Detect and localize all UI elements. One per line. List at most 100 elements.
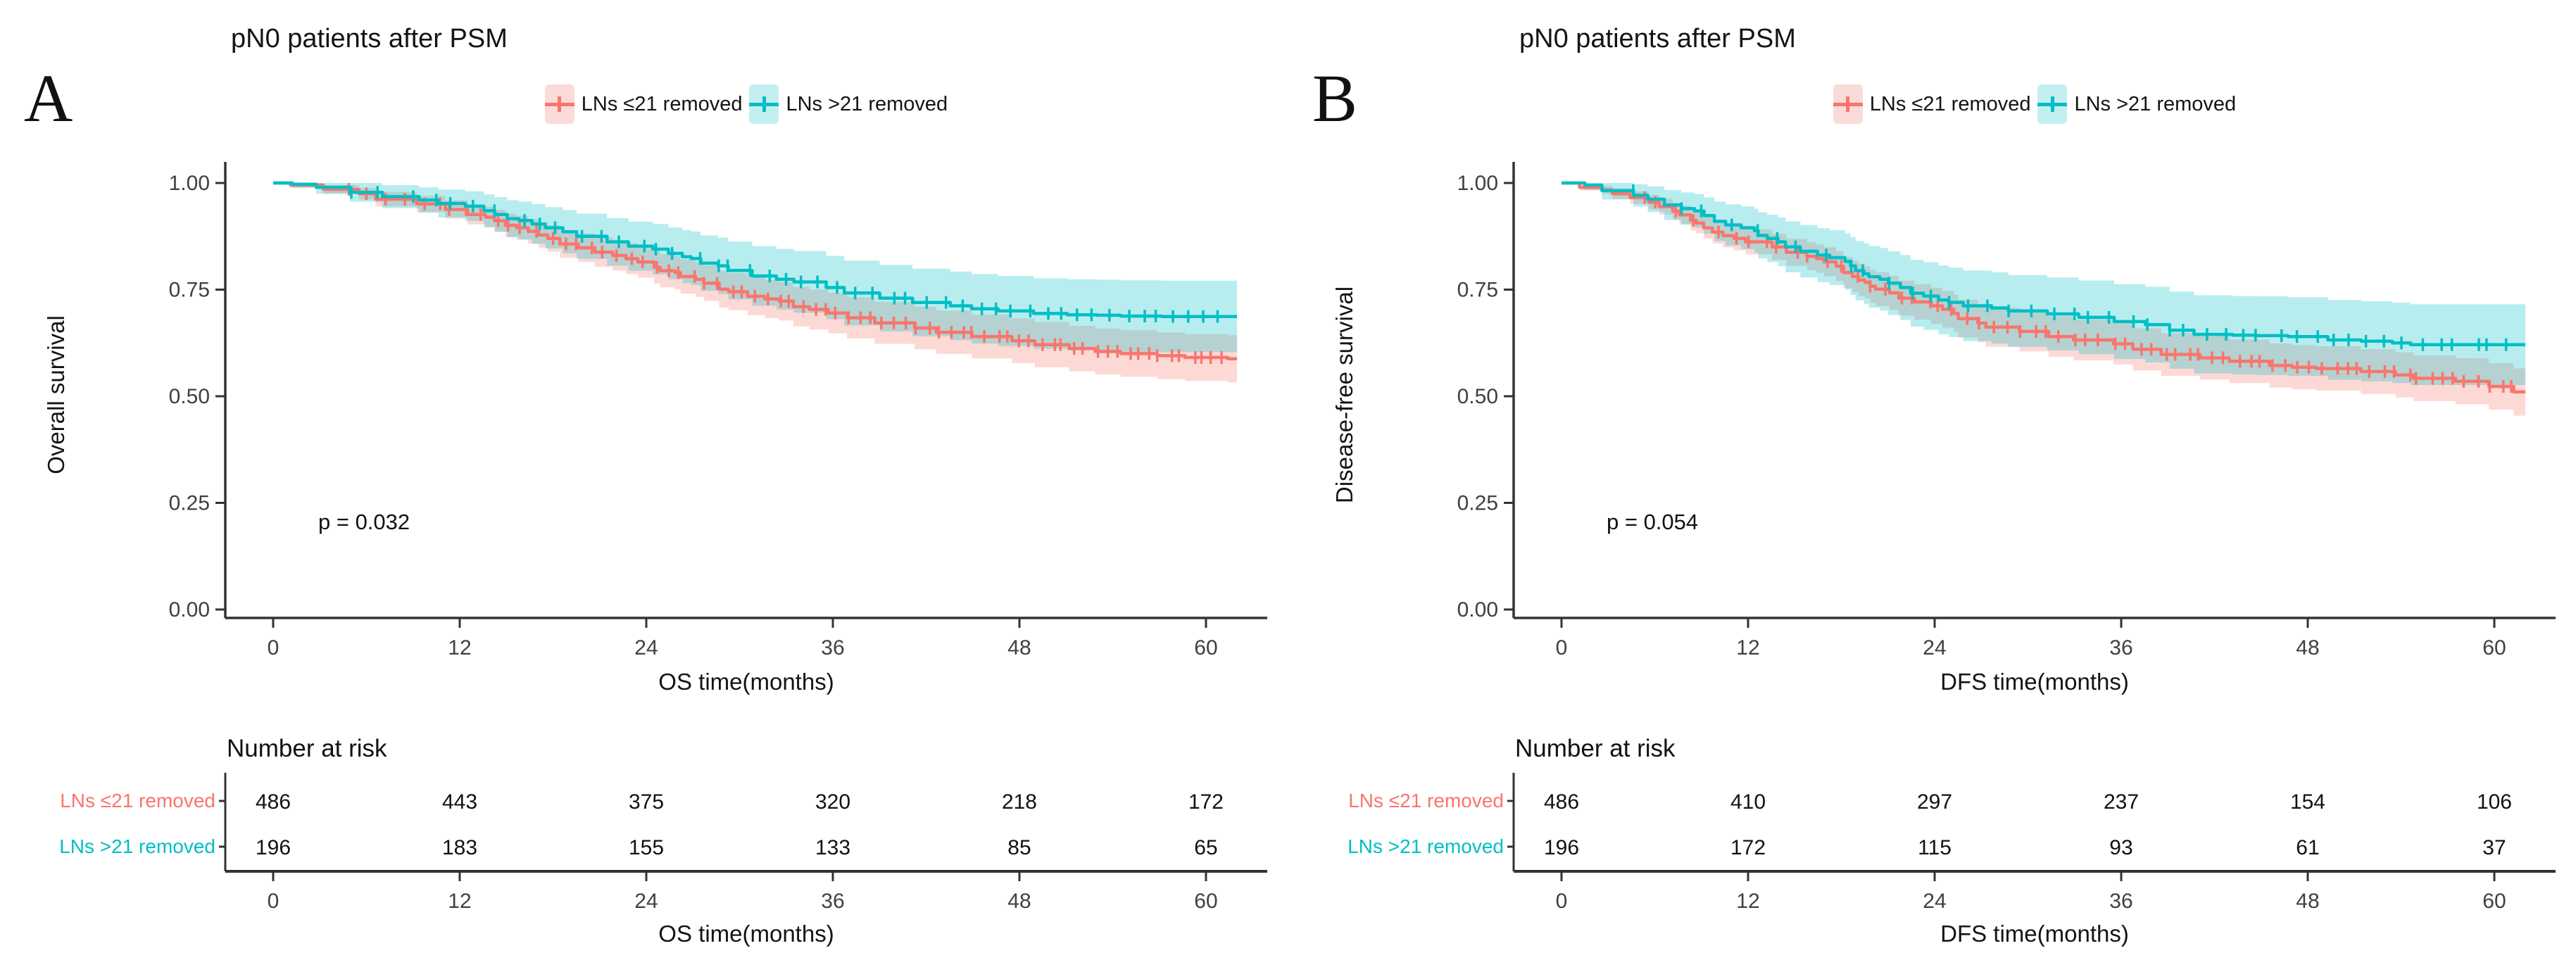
legend-label: LNs >21 removed [786,92,948,115]
legend-label: LNs ≤21 removed [1869,92,2031,115]
risk-table-x-tick-label: 48 [1007,890,1031,913]
risk-count: 486 [256,790,291,814]
x-tick-label: 0 [268,636,279,659]
x-tick-label: 36 [2109,636,2132,659]
x-tick-label: 48 [1007,636,1031,659]
legend-label: LNs >21 removed [2074,92,2237,115]
x-tick-label: 0 [1556,636,1568,659]
risk-count: 106 [2477,790,2512,814]
km-legend-key-teal-icon [749,84,779,124]
risk-table-x-tick-label: 12 [1736,890,1759,913]
risk-table-title: Number at risk [1515,735,1676,762]
legend: LNs ≤21 removed LNs >21 removed [1514,82,2556,127]
chart-title: pN0 patients after PSM [1519,24,1796,53]
panel-label-a: A [24,61,73,136]
legend: LNs ≤21 removed LNs >21 removed [225,82,1267,127]
y-tick-label: 0.25 [169,492,210,515]
risk-table-x-tick-label: 0 [268,890,279,913]
risk-count: 320 [815,790,850,814]
y-tick-label: 0.00 [1457,598,1498,621]
risk-count: 93 [2109,836,2132,859]
risk-count: 196 [1544,836,1579,859]
km-legend-key-teal-icon [2037,84,2068,124]
x-axis-title: OS time(months) [658,669,834,695]
risk-table-x-tick-label: 36 [2109,890,2132,913]
ci-ribbon [273,183,1238,383]
km-curve [1562,181,2526,346]
risk-count: 155 [629,836,664,859]
legend-label: LNs ≤21 removed [581,92,743,115]
y-axis-title: Overall survival [43,315,69,474]
risk-table-x-tick-label: 24 [1923,890,1946,913]
risk-row-label-red: LNs ≤21 removed [1348,790,1504,811]
panel-label-b: B [1312,61,1358,136]
risk-table-x-tick-label: 0 [1556,890,1568,913]
risk-count: 37 [2482,836,2506,859]
legend-item-ln-le21: LNs ≤21 removed [1833,84,2031,124]
risk-count: 85 [1007,836,1031,859]
km-curve [273,181,1238,318]
legend-item-ln-le21: LNs ≤21 removed [544,84,743,124]
p-value-label: p = 0.032 [318,510,410,534]
risk-count: 172 [1188,790,1224,814]
km-legend-key-red-icon [1833,84,1863,124]
risk-table-title: Number at risk [227,735,387,762]
risk-count: 115 [1918,836,1952,859]
legend-item-ln-gt21: LNs >21 removed [749,84,948,124]
x-tick-label: 48 [2296,636,2319,659]
risk-row-label-teal: LNs >21 removed [59,835,215,857]
risk-row-label-teal: LNs >21 removed [1347,835,1504,857]
risk-table-x-tick-label: 48 [2296,890,2319,913]
y-tick-label: 1.00 [169,172,210,195]
risk-count: 183 [442,836,477,859]
km-legend-key-red-icon [544,84,574,124]
y-tick-label: 0.75 [1457,279,1498,302]
panel-b: 0.00 0.25 0.50 0.75 1.00 0 12 24 36 48 60 486 410 297… [1288,0,2576,960]
panel-a: 0.00 0.25 0.50 0.75 1.00 0 12 24 36 48 60 486 443 375… [24,24,1267,947]
risk-row-label-red: LNs ≤21 removed [60,790,215,811]
risk-count: 133 [815,836,850,859]
risk-table-x-tick-label: 24 [634,890,658,913]
x-tick-label: 12 [1736,636,1759,659]
survival-plot-b: 0.00 0.25 0.50 0.75 1.00 0 12 24 36 48 60 486 410 297… [1457,162,2556,913]
risk-count: 410 [1730,790,1766,814]
risk-table-x-tick-label: 12 [448,890,471,913]
y-tick-label: 1.00 [1457,172,1498,195]
survival-plot-a: 0.00 0.25 0.50 0.75 1.00 0 12 24 36 48 60 486 443 375… [169,162,1267,913]
risk-count: 375 [629,790,664,814]
legend-item-ln-gt21: LNs >21 removed [2037,84,2236,124]
risk-count: 297 [1917,790,1952,814]
risk-count: 218 [1002,790,1037,814]
risk-table-x-tick-label: 36 [821,890,844,913]
risk-table-x-axis-title: OS time(months) [658,921,834,947]
x-tick-label: 24 [634,636,658,659]
y-tick-label: 0.75 [169,279,210,302]
ci-ribbon [1562,183,2526,416]
risk-count: 196 [256,836,291,859]
y-axis-title: Disease-free survival [1331,286,1357,504]
y-tick-label: 0.50 [1457,385,1498,408]
risk-count: 486 [1544,790,1579,814]
x-tick-label: 36 [821,636,844,659]
chart-title: pN0 patients after PSM [231,24,508,53]
x-tick-label: 60 [2482,636,2506,659]
x-axis-title: DFS time(months) [1940,669,2129,695]
x-tick-label: 12 [448,636,471,659]
y-tick-label: 0.00 [169,598,210,621]
p-value-label: p = 0.054 [1607,510,1699,534]
risk-count: 154 [2290,790,2325,814]
risk-count: 65 [1194,836,1217,859]
risk-count: 443 [442,790,477,814]
risk-count: 172 [1730,836,1766,859]
risk-table-x-tick-label: 60 [2482,890,2506,913]
risk-table-x-axis-title: DFS time(months) [1940,921,2129,947]
y-tick-label: 0.25 [1457,492,1498,515]
risk-count: 61 [2296,836,2319,859]
risk-count: 237 [2104,790,2139,814]
x-tick-label: 60 [1194,636,1217,659]
x-tick-label: 24 [1923,636,1946,659]
ci-ribbon [1562,183,2526,386]
risk-table-x-tick-label: 60 [1194,890,1217,913]
y-tick-label: 0.50 [169,385,210,408]
